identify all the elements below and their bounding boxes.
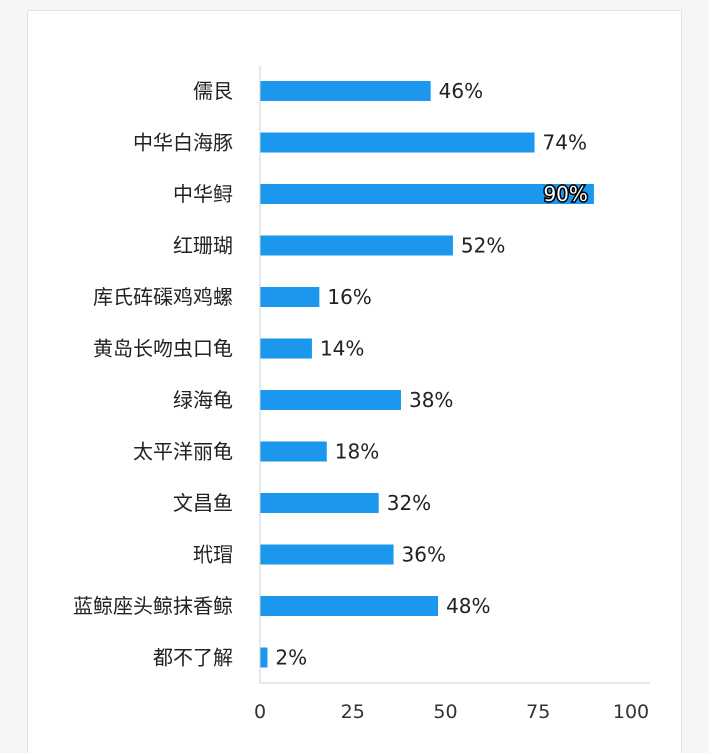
x-tick-label: 0: [254, 701, 266, 723]
category-label: 红珊瑚: [173, 234, 233, 258]
value-label: 18%: [335, 440, 379, 464]
value-label: 36%: [402, 543, 446, 567]
bar: [260, 441, 327, 462]
value-label: 32%: [387, 491, 431, 515]
bar: [260, 287, 320, 307]
x-tick-labels: 0 25 50 75 100: [254, 701, 649, 723]
value-label: 14%: [320, 337, 364, 361]
x-tick-label: 25: [341, 701, 365, 723]
category-label: 中华白海豚: [133, 131, 233, 155]
category-label: 绿海龟: [173, 388, 233, 412]
bar: [260, 184, 594, 204]
category-label: 黄岛长吻虫口龟: [93, 337, 233, 361]
bar: [260, 235, 453, 256]
category-label: 都不了解: [153, 646, 233, 670]
bar: [260, 132, 535, 153]
value-label: 38%: [409, 388, 453, 412]
category-label: 中华鲟: [173, 182, 233, 206]
bar: [260, 647, 268, 668]
value-label: 46%: [439, 79, 483, 103]
category-label: 儒艮: [193, 79, 233, 103]
category-labels: 儒艮中华白海豚中华鲟红珊瑚库氏砗磲鸡鸡螺黄岛长吻虫口龟绿海龟太平洋丽龟文昌鱼玳瑁…: [73, 79, 233, 670]
category-label: 太平洋丽龟: [133, 440, 233, 464]
value-label: 52%: [461, 234, 505, 258]
value-label: 74%: [543, 131, 587, 155]
bar: [260, 81, 431, 101]
category-label: 蓝鲸座头鲸抹香鲸: [73, 594, 233, 618]
value-labels: 46% 74% 90% 52% 16% 14% 38% 18% 32% 36% 48% 2%: [275, 79, 589, 670]
category-label: 玳瑁: [193, 543, 233, 567]
category-label: 文昌鱼: [173, 491, 233, 515]
bar: [260, 338, 312, 359]
x-tick-label: 50: [433, 701, 457, 723]
x-tick-label: 75: [526, 701, 550, 723]
value-label: 90%: [543, 182, 587, 206]
bar: [260, 544, 394, 565]
value-label: 48%: [446, 594, 490, 618]
x-tick-label: 100: [613, 701, 649, 723]
category-label: 库氏砗磲鸡鸡螺: [93, 285, 233, 309]
value-label: 2%: [275, 646, 307, 670]
value-label: 16%: [327, 285, 371, 309]
bar: [260, 493, 379, 513]
bars: [260, 81, 594, 668]
bar: [260, 390, 401, 410]
bar: [260, 596, 439, 616]
